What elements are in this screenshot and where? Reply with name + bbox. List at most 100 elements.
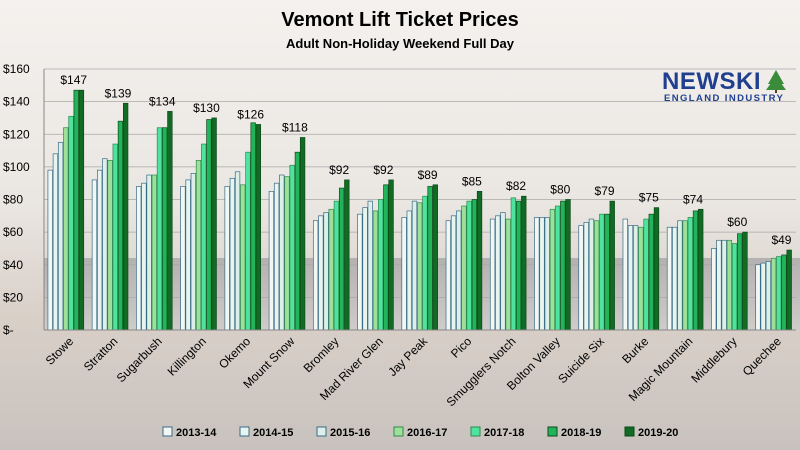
bar-2015-16: [677, 220, 683, 331]
y-axis: $- $20 $40 $60 $80 $100 $120 $140 $160: [3, 62, 45, 337]
bar-2016-17: [638, 226, 644, 331]
bar-2017-18: [68, 115, 74, 331]
data-label: $79: [595, 184, 615, 198]
bar-2014-15: [229, 177, 236, 331]
bar-2015-16: [765, 261, 772, 331]
data-label: $118: [282, 121, 308, 135]
data-labels: $147 $139 $134 $130 $126 $118 $92 $92 $89 $85 $82 $…: [60, 73, 791, 247]
bar-2017-18: [599, 213, 605, 331]
bar-2014-15: [760, 262, 766, 331]
bar-2017-18: [554, 205, 561, 331]
bar-2014-15: [539, 217, 545, 331]
bar-2015-16: [57, 142, 64, 331]
bar-2015-16: [721, 239, 727, 331]
bar-2015-16: [279, 174, 285, 331]
data-label: $92: [373, 163, 393, 177]
bar-2013-14: [91, 179, 98, 331]
bar-2018-19: [692, 210, 699, 331]
bar-2017-18: [112, 143, 118, 331]
bar-2017-18: [731, 243, 738, 331]
bar-2017-18: [422, 195, 428, 331]
bar-2016-17: [461, 205, 467, 331]
bar-2019-20: [78, 89, 85, 331]
legend-label: 2018-19: [561, 427, 601, 439]
legend-swatch-2014-15: [239, 426, 250, 437]
bar-2014-15: [273, 182, 280, 331]
bar-2013-14: [755, 264, 761, 331]
bar-2013-14: [224, 186, 230, 331]
data-label: $147: [60, 73, 87, 87]
bar-2013-14: [357, 213, 363, 331]
bar-2014-15: [495, 215, 501, 331]
bar-2018-19: [206, 119, 212, 331]
bar-2019-20: [167, 111, 173, 331]
bar-2019-20: [742, 231, 748, 331]
newski-logo: NEWSKI ENGLAND INDUSTRY: [662, 68, 786, 104]
bar-2014-15: [318, 215, 324, 331]
bar-2016-17: [284, 176, 290, 331]
data-label: $85: [462, 174, 482, 188]
chart-title: Vemont Lift Ticket Prices: [281, 9, 519, 31]
bar-2019-20: [211, 117, 217, 331]
y-tick-label: $40: [3, 258, 23, 272]
bar-2014-15: [141, 182, 147, 331]
bar-2013-14: [268, 190, 275, 331]
bar-2014-15: [96, 169, 103, 331]
bar-2016-17: [63, 127, 69, 331]
bar-2013-14: [578, 225, 584, 331]
bar-2019-20: [344, 179, 350, 331]
y-tick-label: $120: [3, 127, 30, 141]
bar-2015-16: [456, 210, 462, 331]
logo-newski-text: NEWSKI: [662, 68, 761, 95]
legend-swatch-2013-14: [162, 426, 173, 437]
bar-2016-17: [417, 202, 423, 331]
legend-swatch-2017-18: [470, 426, 481, 437]
legend-swatch-2018-19: [547, 426, 558, 437]
bar-2014-15: [583, 221, 589, 331]
bar-2017-18: [245, 151, 251, 331]
bar-2019-20: [653, 207, 660, 331]
bar-2017-18: [289, 164, 295, 331]
data-label: $126: [237, 107, 264, 121]
bar-2015-16: [633, 225, 639, 331]
bar-2014-15: [627, 225, 634, 331]
bar-2016-17: [372, 210, 379, 331]
bar-2019-20: [432, 184, 438, 331]
bar-2014-15: [52, 153, 59, 331]
bar-2013-14: [180, 186, 186, 331]
data-label: $49: [771, 233, 791, 247]
bar-2019-20: [122, 102, 129, 331]
logo-industry-text: ENGLAND INDUSTRY: [664, 93, 784, 104]
bar-2013-14: [401, 217, 407, 331]
bar-2018-19: [73, 89, 79, 331]
bar-2019-20: [255, 124, 262, 331]
bar-2018-19: [560, 200, 566, 331]
bar-2017-18: [466, 200, 472, 331]
bar-2015-16: [588, 218, 595, 331]
bar-2013-14: [489, 218, 496, 331]
bar-2013-14: [445, 220, 451, 331]
legend: 2013-14 2014-15 2015-16 2016-17 2017-18 2018-…: [162, 426, 678, 439]
bar-2016-17: [726, 239, 732, 331]
bar-2017-18: [510, 197, 517, 331]
bar-2015-16: [234, 171, 241, 331]
bar-2015-16: [323, 212, 329, 331]
y-tick-label: $140: [3, 95, 30, 109]
bar-2016-17: [593, 220, 600, 331]
bar-2013-14: [622, 218, 628, 331]
bar-2013-14: [711, 248, 717, 331]
bar-2016-17: [240, 184, 246, 331]
bar-2016-17: [682, 220, 688, 331]
y-tick-label: $20: [3, 290, 23, 304]
bar-2019-20: [299, 137, 306, 331]
chart-subtitle: Adult Non-Holiday Weekend Full Day: [286, 36, 515, 51]
data-label: $130: [193, 101, 220, 115]
legend-label: 2014-15: [253, 427, 293, 439]
data-label: $139: [105, 86, 132, 100]
bar-2019-20: [786, 249, 792, 331]
y-tick-label: $100: [3, 160, 30, 174]
bar-2014-15: [362, 207, 368, 331]
bar-2017-18: [776, 256, 782, 331]
legend-label: 2015-16: [330, 427, 370, 439]
bar-2014-15: [185, 179, 191, 331]
